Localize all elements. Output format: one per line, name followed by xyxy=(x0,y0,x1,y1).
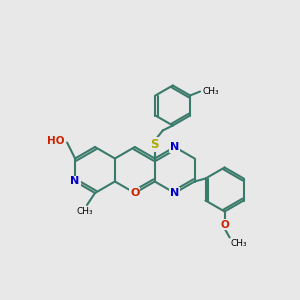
Text: O: O xyxy=(130,188,140,198)
Text: CH₃: CH₃ xyxy=(231,238,247,247)
Text: N: N xyxy=(170,142,179,152)
Text: HO: HO xyxy=(46,136,64,146)
Text: N: N xyxy=(70,176,80,187)
Text: CH₃: CH₃ xyxy=(77,207,93,216)
Text: O: O xyxy=(220,220,229,230)
Text: S: S xyxy=(151,138,159,151)
Text: CH₃: CH₃ xyxy=(202,87,219,96)
Text: N: N xyxy=(170,188,179,198)
